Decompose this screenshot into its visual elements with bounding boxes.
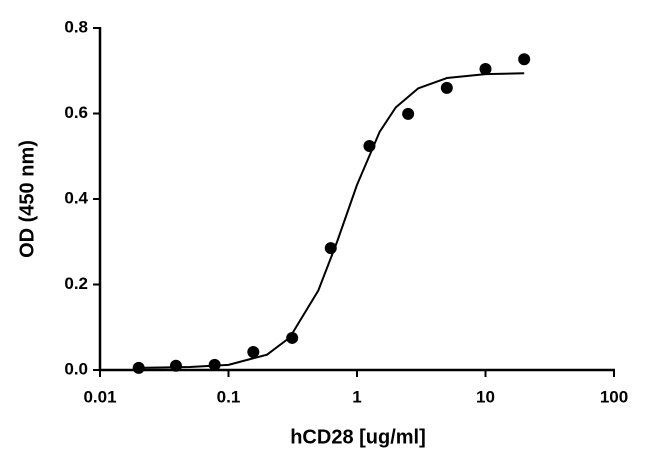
data-point	[518, 53, 531, 66]
x-tick-label: 0.1	[217, 387, 241, 406]
y-axis-label: OD (450 nm)	[16, 140, 38, 258]
y-tick-label: 0.8	[64, 17, 88, 36]
x-axis-label: hCD28 [ug/ml]	[290, 426, 426, 448]
data-point	[440, 81, 453, 94]
data-point	[402, 107, 415, 120]
y-tick-label: 0.0	[64, 359, 88, 378]
data-point	[247, 346, 260, 359]
y-tick-label: 0.6	[64, 103, 88, 122]
x-tick-label: 10	[476, 387, 495, 406]
data-point	[169, 359, 182, 372]
y-tick-label: 0.4	[64, 188, 88, 207]
data-point	[286, 331, 299, 344]
fit-curve	[138, 72, 525, 369]
y-tick-label: 0.2	[64, 274, 88, 293]
x-tick-label: 100	[600, 387, 628, 406]
x-tick-label: 0.01	[83, 387, 116, 406]
x-tick-label: 1	[352, 387, 361, 406]
data-point	[479, 63, 492, 76]
